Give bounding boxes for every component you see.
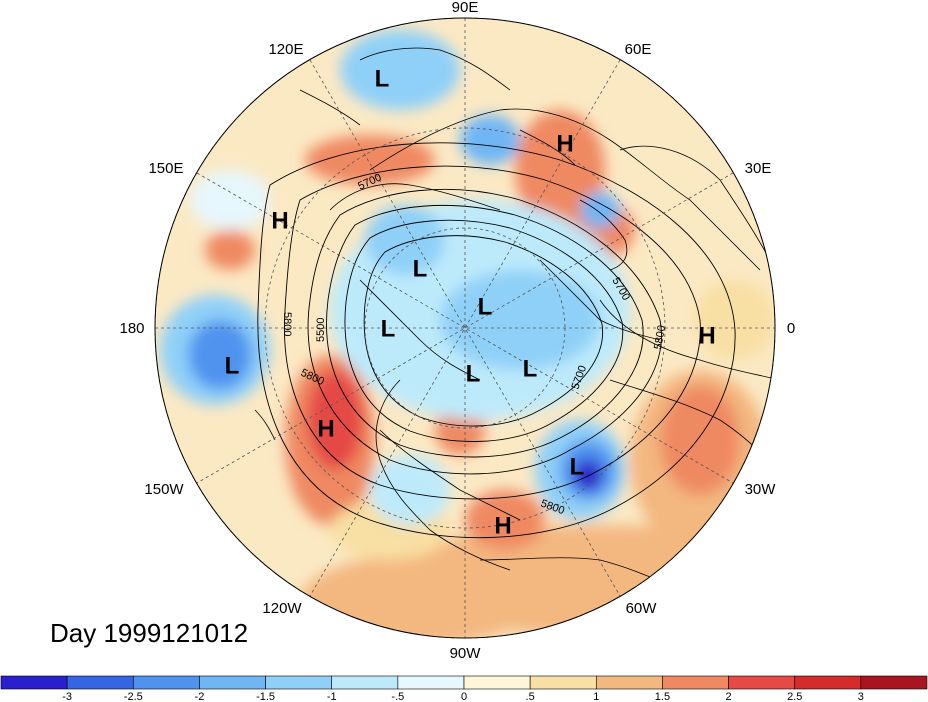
colorbar-tick-label: -2.5	[124, 691, 143, 702]
colorbar-swatch	[463, 675, 531, 690]
low-marker-low-pacific: L	[225, 352, 240, 379]
colorbar-tick-label: -2	[195, 691, 205, 702]
colorbar: -3 -2.5 -2 -1.5 -1 -.5 0 .5 1 1.5 2 2.5 3	[0, 675, 928, 702]
colorbar-tick-label: 2.5	[787, 691, 802, 702]
low-marker-low-greenland: L	[523, 355, 538, 382]
colorbar-tick-label: 2	[726, 691, 732, 702]
lon-label-60e: 60E	[625, 41, 652, 58]
colorbar-tick-label: -1.5	[256, 691, 275, 702]
colorbar-tick-label: -1	[327, 691, 337, 702]
colorbar-tick-label: 1	[593, 691, 599, 702]
lon-label-90e: 90E	[452, 0, 479, 16]
colorbar-tick-label: .5	[526, 691, 535, 702]
colorbar-tick-label: -3	[62, 691, 72, 702]
colorbar-swatch	[0, 675, 68, 690]
low-marker-low-east-siberia: L	[413, 255, 428, 282]
colorbar-swatch	[397, 675, 465, 690]
contour-label-5800-c: 5800	[652, 324, 668, 350]
colorbar-swatch	[331, 675, 399, 690]
colorbar-swatch	[199, 675, 266, 690]
colorbar-swatch	[132, 675, 200, 690]
lon-label-90w: 90W	[450, 645, 482, 662]
colorbar-swatch	[265, 675, 333, 690]
lon-label-120e: 120E	[268, 41, 303, 58]
high-marker-high-okhotsk: H	[271, 207, 288, 234]
colorbar-swatch	[728, 675, 796, 690]
low-marker-low-atlantic: L	[570, 453, 585, 480]
colorbar-tick-label: 0	[461, 691, 467, 702]
colorbar-tick-label: 1.5	[655, 691, 670, 702]
contour-label-5800-a: 5800	[281, 312, 293, 336]
contour-label-5500: 5500	[315, 318, 327, 342]
low-marker-low-siberia: L	[375, 65, 390, 92]
low-marker-low-alaska: L	[381, 315, 396, 342]
pressure-center-markers: L H H L L L L H L L H L H	[225, 65, 716, 539]
colorbar-swatch	[662, 675, 729, 690]
coastlines	[254, 47, 775, 611]
lon-label-30w: 30W	[745, 481, 777, 498]
colorbar-tick-label: -.5	[391, 691, 404, 702]
colorbar-swatch	[595, 675, 663, 690]
longitude-labels: 90E 60E 30E 0 30W 60W 90W 120W 150W 180 …	[119, 0, 795, 662]
colorbar-tick-label: 3	[858, 691, 864, 702]
low-marker-low-canada: L	[466, 360, 481, 387]
colorbar-swatch	[66, 675, 134, 690]
lon-label-180: 180	[119, 320, 144, 337]
date-label: Day 1999121012	[50, 618, 249, 648]
anomaly-field	[155, 18, 775, 638]
high-marker-high-africa: H	[698, 322, 715, 349]
high-marker-high-pacific-coast: H	[317, 415, 334, 442]
lon-label-0: 0	[787, 320, 795, 337]
lon-label-60w: 60W	[626, 600, 658, 617]
colorbar-swatch	[794, 675, 862, 690]
low-marker-low-arctic: L	[478, 293, 493, 320]
lon-label-30e: 30E	[745, 160, 772, 177]
colorbar-swatch	[529, 675, 597, 690]
lon-label-120w: 120W	[262, 600, 302, 617]
colorbar-swatch	[860, 675, 928, 690]
height-contours	[257, 142, 736, 539]
map-boundary	[154, 17, 776, 639]
high-marker-high-scandinavia: H	[556, 130, 573, 157]
high-marker-high-caribbean: H	[494, 512, 511, 539]
lon-label-150w: 150W	[144, 481, 184, 498]
lon-label-150e: 150E	[148, 160, 183, 177]
